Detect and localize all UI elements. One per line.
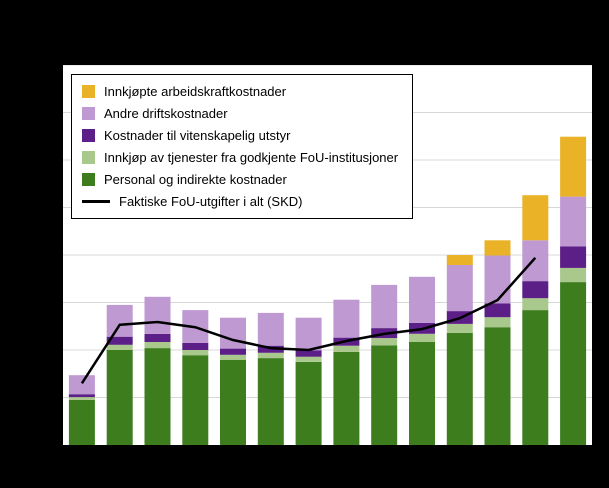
legend-item: Kostnader til vitenskapelig utstyr — [82, 126, 398, 145]
bar-series — [446, 136, 587, 265]
legend-item: Faktiske FoU-utgifter i alt (SKD) — [82, 192, 398, 211]
chart-legend: Innkjøpte arbeidskraftkostnader Andre dr… — [71, 74, 414, 219]
legend-swatch-innkjopte-arbeidskraftkostnader — [82, 85, 95, 98]
plot-area: Innkjøpte arbeidskraftkostnader Andre dr… — [63, 65, 592, 445]
chart-canvas — [63, 65, 592, 445]
legend-item: Personal og indirekte kostnader — [82, 170, 398, 189]
legend-item: Andre driftskostnader — [82, 104, 398, 123]
legend-item: Innkjøpte arbeidskraftkostnader — [82, 82, 398, 101]
legend-item: Innkjøp av tjenester fra godkjente FoU-i… — [82, 148, 398, 167]
bar-series — [68, 196, 587, 395]
legend-swatch-personal-indirekte — [82, 173, 95, 186]
legend-line-faktiske-fou-utgifter — [82, 200, 110, 203]
legend-swatch-vitenskapelig-utstyr — [82, 129, 95, 142]
line-faktiske-fou-utgifter — [80, 256, 537, 384]
legend-label: Innkjøp av tjenester fra godkjente FoU-i… — [104, 150, 399, 165]
legend-label: Personal og indirekte kostnader — [104, 172, 287, 187]
legend-swatch-innkjop-tjenester — [82, 151, 95, 164]
legend-label: Kostnader til vitenskapelig utstyr — [104, 128, 291, 143]
bar-series — [68, 267, 587, 400]
legend-swatch-andre-driftskostnader — [82, 107, 95, 120]
bar-series — [68, 282, 587, 445]
legend-label: Faktiske FoU-utgifter i alt (SKD) — [119, 194, 303, 209]
legend-label: Innkjøpte arbeidskraftkostnader — [104, 84, 287, 99]
legend-label: Andre driftskostnader — [104, 106, 228, 121]
